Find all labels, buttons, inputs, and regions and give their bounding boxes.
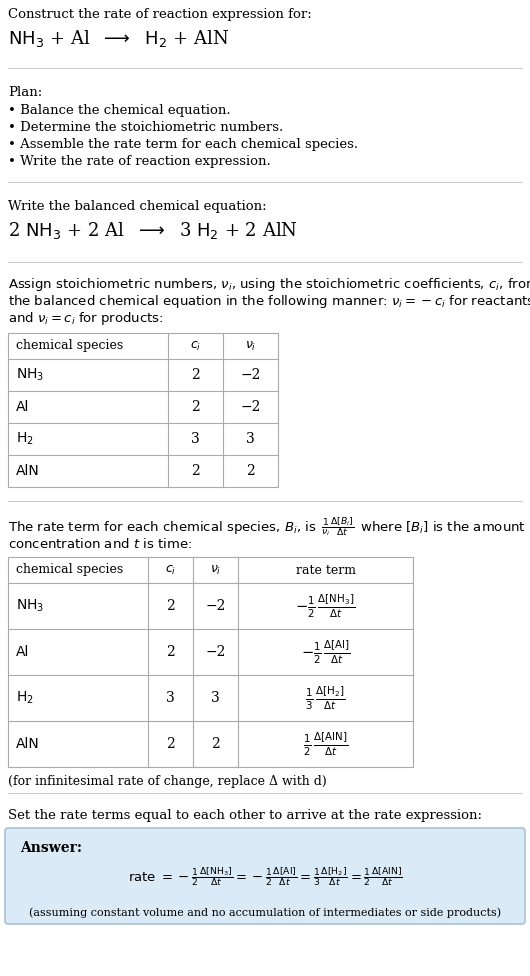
Text: Al: Al — [16, 400, 29, 414]
Text: • Assemble the rate term for each chemical species.: • Assemble the rate term for each chemic… — [8, 138, 358, 151]
Text: 2: 2 — [246, 464, 255, 478]
Text: 2 $\mathrm{NH_3}$ + 2 Al  $\longrightarrow$  3 $\mathrm{H_2}$ + 2 AlN: 2 $\mathrm{NH_3}$ + 2 Al $\longrightarro… — [8, 220, 298, 241]
Text: 2: 2 — [191, 464, 200, 478]
Text: −2: −2 — [240, 400, 261, 414]
Text: AlN: AlN — [16, 464, 40, 478]
Text: $c_i$: $c_i$ — [165, 563, 176, 577]
Text: 2: 2 — [166, 737, 175, 751]
Bar — [8, 557, 413, 767]
Text: concentration and $t$ is time:: concentration and $t$ is time: — [8, 537, 192, 551]
Text: $\nu_i$: $\nu_i$ — [210, 563, 221, 577]
Bar — [8, 333, 278, 487]
Text: Plan:: Plan: — [8, 86, 42, 99]
Text: Construct the rate of reaction expression for:: Construct the rate of reaction expressio… — [8, 8, 312, 21]
Text: −2: −2 — [205, 645, 226, 659]
Text: $\frac{1}{2}\,\frac{\Delta[\mathrm{AlN}]}{\Delta t}$: $\frac{1}{2}\,\frac{\Delta[\mathrm{AlN}]… — [303, 730, 348, 757]
Text: AlN: AlN — [16, 737, 40, 751]
Text: 3: 3 — [191, 432, 200, 446]
Text: 2: 2 — [191, 400, 200, 414]
FancyBboxPatch shape — [5, 828, 525, 924]
Text: Write the balanced chemical equation:: Write the balanced chemical equation: — [8, 200, 267, 213]
Text: 3: 3 — [246, 432, 255, 446]
Text: $\mathrm{NH_3}$: $\mathrm{NH_3}$ — [16, 367, 45, 384]
Text: $\mathrm{H_2}$: $\mathrm{H_2}$ — [16, 690, 34, 707]
Text: Set the rate terms equal to each other to arrive at the rate expression:: Set the rate terms equal to each other t… — [8, 809, 482, 822]
Text: Answer:: Answer: — [20, 841, 82, 855]
Text: $-\frac{1}{2}\,\frac{\Delta[\mathrm{NH_3}]}{\Delta t}$: $-\frac{1}{2}\,\frac{\Delta[\mathrm{NH_3… — [295, 592, 356, 620]
Text: $c_i$: $c_i$ — [190, 340, 201, 352]
Text: $\frac{1}{3}\,\frac{\Delta[\mathrm{H_2}]}{\Delta t}$: $\frac{1}{3}\,\frac{\Delta[\mathrm{H_2}]… — [305, 684, 346, 712]
Text: (for infinitesimal rate of change, replace Δ with d): (for infinitesimal rate of change, repla… — [8, 775, 327, 788]
Text: $\mathrm{H_2}$: $\mathrm{H_2}$ — [16, 430, 34, 447]
Text: rate $= -\frac{1}{2}\frac{\Delta[\mathrm{NH_3}]}{\Delta t}= -\frac{1}{2}\frac{\D: rate $= -\frac{1}{2}\frac{\Delta[\mathrm… — [128, 866, 402, 888]
Text: 2: 2 — [211, 737, 220, 751]
Text: the balanced chemical equation in the following manner: $\nu_i = -c_i$ for react: the balanced chemical equation in the fo… — [8, 293, 530, 310]
Text: • Write the rate of reaction expression.: • Write the rate of reaction expression. — [8, 155, 271, 168]
Text: rate term: rate term — [296, 563, 356, 577]
Text: 3: 3 — [166, 691, 175, 705]
Text: 2: 2 — [166, 645, 175, 659]
Text: and $\nu_i = c_i$ for products:: and $\nu_i = c_i$ for products: — [8, 310, 164, 327]
Text: −2: −2 — [240, 368, 261, 382]
Text: chemical species: chemical species — [16, 340, 123, 352]
Text: $\mathrm{NH_3}$ + Al  $\longrightarrow$  $\mathrm{H_2}$ + AlN: $\mathrm{NH_3}$ + Al $\longrightarrow$ $… — [8, 28, 229, 49]
Text: 2: 2 — [191, 368, 200, 382]
Text: −2: −2 — [205, 599, 226, 613]
Text: The rate term for each chemical species, $B_i$, is $\,\frac{1}{\nu_i}\frac{\Delt: The rate term for each chemical species,… — [8, 515, 526, 538]
Text: 3: 3 — [211, 691, 220, 705]
Text: $\mathrm{NH_3}$: $\mathrm{NH_3}$ — [16, 597, 45, 614]
Text: 2: 2 — [166, 599, 175, 613]
Text: (assuming constant volume and no accumulation of intermediates or side products): (assuming constant volume and no accumul… — [29, 907, 501, 917]
Text: chemical species: chemical species — [16, 563, 123, 577]
Text: Al: Al — [16, 645, 29, 659]
Text: $-\frac{1}{2}\,\frac{\Delta[\mathrm{Al}]}{\Delta t}$: $-\frac{1}{2}\,\frac{\Delta[\mathrm{Al}]… — [301, 638, 350, 666]
Text: • Determine the stoichiometric numbers.: • Determine the stoichiometric numbers. — [8, 121, 283, 134]
Text: Assign stoichiometric numbers, $\nu_i$, using the stoichiometric coefficients, $: Assign stoichiometric numbers, $\nu_i$, … — [8, 276, 530, 293]
Text: • Balance the chemical equation.: • Balance the chemical equation. — [8, 104, 231, 117]
Text: $\nu_i$: $\nu_i$ — [245, 340, 256, 352]
